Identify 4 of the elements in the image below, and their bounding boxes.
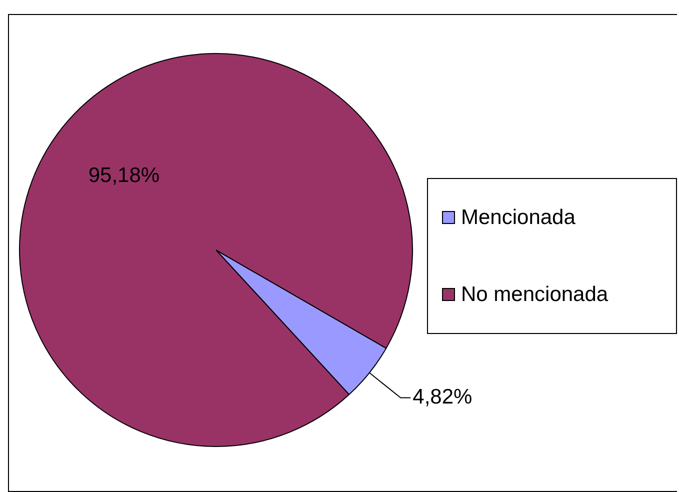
data-label: 95,18% <box>88 164 160 188</box>
legend-label: No mencionada <box>461 282 608 306</box>
legend-label: Mencionada <box>461 206 576 230</box>
data-label: 4,82% <box>412 386 472 409</box>
